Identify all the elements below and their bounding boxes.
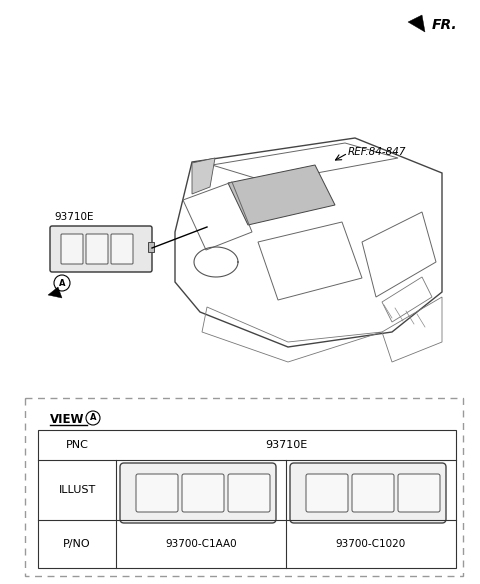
Polygon shape (228, 165, 335, 225)
Polygon shape (148, 242, 154, 252)
FancyBboxPatch shape (228, 474, 270, 512)
Polygon shape (192, 158, 215, 194)
Text: ILLUST: ILLUST (59, 485, 96, 495)
Text: P/NO: P/NO (63, 539, 91, 549)
Polygon shape (48, 287, 62, 298)
FancyBboxPatch shape (120, 463, 276, 523)
FancyBboxPatch shape (136, 474, 178, 512)
FancyBboxPatch shape (86, 234, 108, 264)
Text: 93700-C1020: 93700-C1020 (336, 539, 406, 549)
FancyBboxPatch shape (61, 234, 83, 264)
FancyBboxPatch shape (111, 234, 133, 264)
Text: 93700-C1AA0: 93700-C1AA0 (165, 539, 237, 549)
FancyBboxPatch shape (290, 463, 446, 523)
Text: PNC: PNC (66, 440, 88, 450)
FancyBboxPatch shape (50, 226, 152, 272)
Text: VIEW: VIEW (50, 413, 84, 426)
FancyBboxPatch shape (182, 474, 224, 512)
FancyBboxPatch shape (352, 474, 394, 512)
FancyBboxPatch shape (306, 474, 348, 512)
Text: A: A (90, 413, 96, 422)
Text: A: A (59, 279, 65, 287)
Text: 93710E: 93710E (54, 212, 94, 222)
FancyBboxPatch shape (398, 474, 440, 512)
Polygon shape (408, 15, 425, 32)
Text: REF.84-847: REF.84-847 (348, 147, 407, 157)
Text: 93710E: 93710E (265, 440, 307, 450)
Text: FR.: FR. (432, 18, 457, 32)
